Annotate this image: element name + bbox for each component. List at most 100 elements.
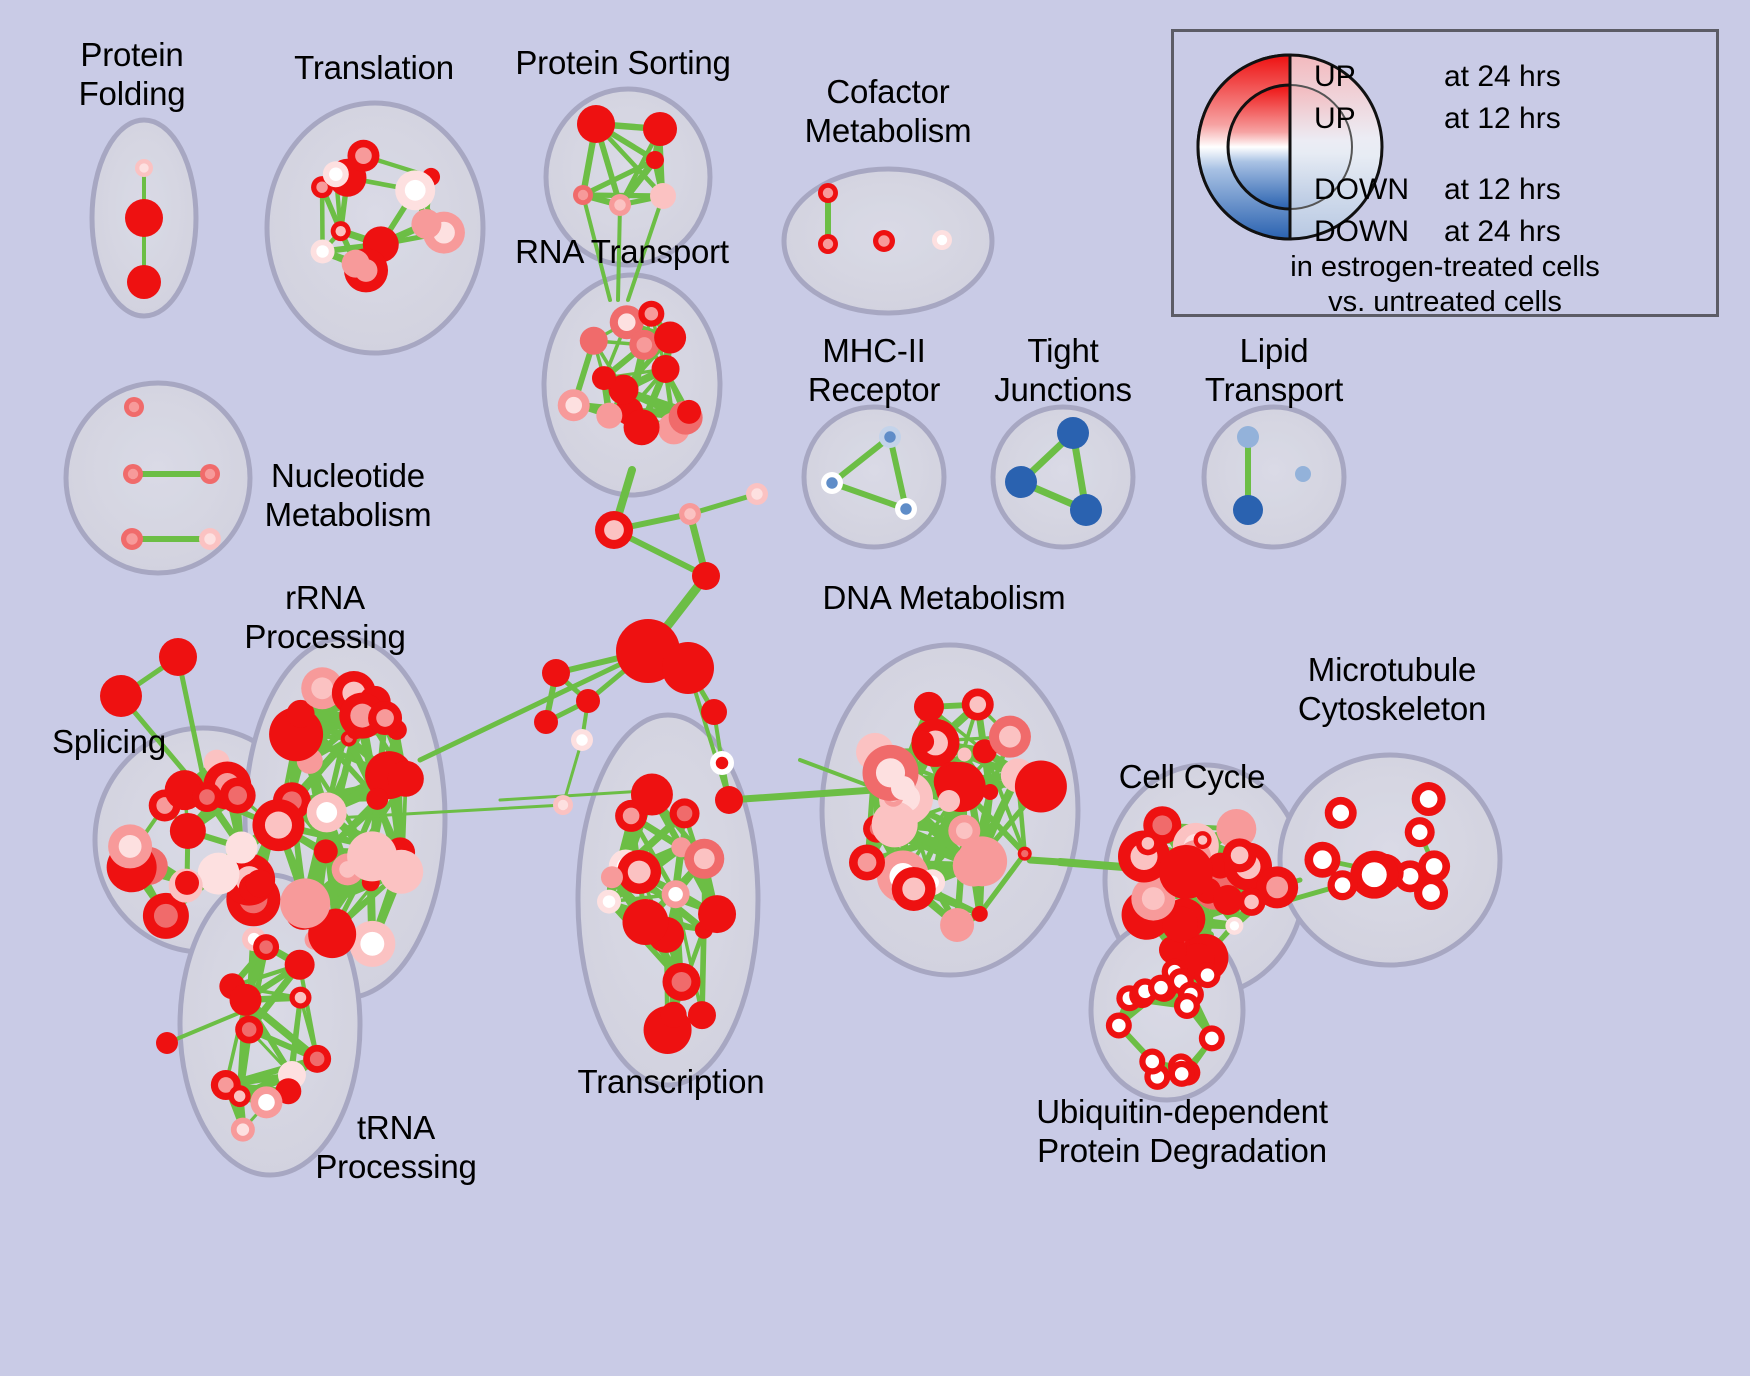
cluster-label-ubiquitin-degradation: Ubiquitin-dependent Protein Degradation: [1036, 1092, 1328, 1170]
network-node-inner: [1422, 884, 1440, 902]
network-node-inner: [129, 402, 139, 412]
cluster-label-protein-folding: Protein Folding: [79, 35, 186, 113]
network-node-inner: [645, 307, 659, 321]
network-node: [411, 209, 441, 239]
network-node-inner: [154, 904, 178, 928]
legend-caption: in estrogen-treated cells vs. untreated …: [1174, 250, 1716, 320]
network-node: [940, 908, 974, 942]
network-node: [246, 869, 274, 897]
network-node: [1015, 760, 1067, 812]
cluster-label-nucleotide-metabolism: Nucleotide Metabolism: [265, 456, 432, 534]
legend-direction-up-24: UP: [1314, 62, 1356, 92]
network-node: [366, 788, 388, 810]
network-node: [982, 784, 998, 800]
network-node-inner: [878, 235, 889, 246]
network-node-inner: [205, 469, 215, 479]
network-node-inner: [360, 932, 384, 956]
network-node-inner: [234, 1090, 245, 1101]
cluster-label-tight-junctions: Tight Junctions: [994, 331, 1132, 409]
network-node-inner: [628, 861, 651, 884]
network-node-inner: [258, 1094, 275, 1111]
cluster-label-protein-sorting: Protein Sorting: [515, 43, 730, 82]
network-node: [285, 950, 315, 980]
network-node-inner: [204, 533, 215, 544]
network-node-inner: [751, 488, 762, 499]
network-node-inner: [310, 1052, 325, 1067]
network-node-inner: [558, 800, 568, 810]
network-node-inner: [128, 469, 138, 479]
network-edge: [1030, 860, 1060, 862]
network-node: [175, 871, 199, 895]
network-node-inner: [329, 167, 343, 181]
legend-direction-down-12: DOWN: [1314, 175, 1409, 205]
network-node: [938, 790, 960, 812]
network-node: [688, 1001, 716, 1029]
network-node: [715, 786, 743, 814]
cluster-label-rna-transport: RNA Transport: [515, 232, 729, 271]
network-node-inner: [237, 1123, 249, 1135]
cluster-label-mhc-ii-receptor: MHC-II Receptor: [808, 331, 940, 409]
network-node-inner: [578, 190, 588, 200]
network-node-inner: [1362, 862, 1387, 887]
network-node-inner: [1230, 921, 1239, 930]
network-node: [650, 183, 676, 209]
network-node: [280, 878, 330, 928]
cluster-label-splicing: Splicing: [52, 722, 166, 761]
network-node-inner: [677, 806, 693, 822]
cluster-label-dna-metabolism: DNA Metabolism: [823, 578, 1066, 617]
network-node-inner: [1198, 835, 1207, 844]
network-node-inner: [668, 887, 683, 902]
cluster-label-lipid-transport: Lipid Transport: [1205, 331, 1343, 409]
network-node: [534, 710, 558, 734]
legend-time-up-12: at 12 hrs: [1444, 104, 1561, 134]
network-node: [156, 1032, 178, 1054]
network-node: [100, 675, 142, 717]
network-node-inner: [139, 163, 148, 172]
network-node-inner: [376, 709, 394, 727]
network-node-inner: [1335, 877, 1351, 893]
network-node: [662, 642, 714, 694]
network-node-inner: [265, 812, 292, 839]
network-node-inner: [126, 533, 137, 544]
network-node-inner: [228, 786, 247, 805]
network-node-inner: [823, 239, 833, 249]
network-node: [622, 899, 668, 945]
network-node-inner: [259, 940, 273, 954]
network-node-inner: [316, 181, 327, 192]
network-node-inner: [1180, 999, 1194, 1013]
network-node-inner: [1244, 895, 1259, 910]
network-node-inner: [1154, 981, 1168, 995]
network-node: [643, 112, 677, 146]
network-node-inner: [316, 245, 328, 257]
network-node-inner: [316, 802, 337, 823]
network-node-inner: [637, 337, 653, 353]
network-node: [891, 776, 915, 800]
legend-direction-down-24: DOWN: [1314, 217, 1409, 247]
network-node-inner: [716, 757, 728, 769]
cluster-label-cell-cycle: Cell Cycle: [1119, 757, 1266, 796]
network-node: [698, 895, 736, 933]
network-node-inner: [295, 992, 306, 1003]
network-node: [701, 699, 727, 725]
network-node: [1070, 494, 1102, 526]
network-node: [170, 813, 206, 849]
network-node-inner: [242, 1022, 257, 1037]
cluster-label-translation: Translation: [294, 48, 454, 87]
network-node-inner: [826, 477, 837, 488]
network-node: [912, 731, 934, 753]
network-node-inner: [614, 199, 625, 210]
network-node: [914, 692, 944, 722]
cluster-blob-nucleotide-metabolism: [66, 383, 250, 573]
network-node: [580, 327, 608, 355]
network-node: [601, 866, 623, 888]
network-node-inner: [1201, 968, 1215, 982]
network-node-inner: [1175, 1067, 1189, 1081]
network-node-inner: [858, 853, 877, 872]
network-node-inner: [937, 235, 947, 245]
network-node: [646, 151, 664, 169]
network-node-inner: [1205, 1032, 1219, 1046]
network-node: [347, 831, 397, 881]
network-node-inner: [1021, 850, 1028, 857]
legend-time-up-24: at 24 hrs: [1444, 62, 1561, 92]
network-node-inner: [405, 180, 426, 201]
